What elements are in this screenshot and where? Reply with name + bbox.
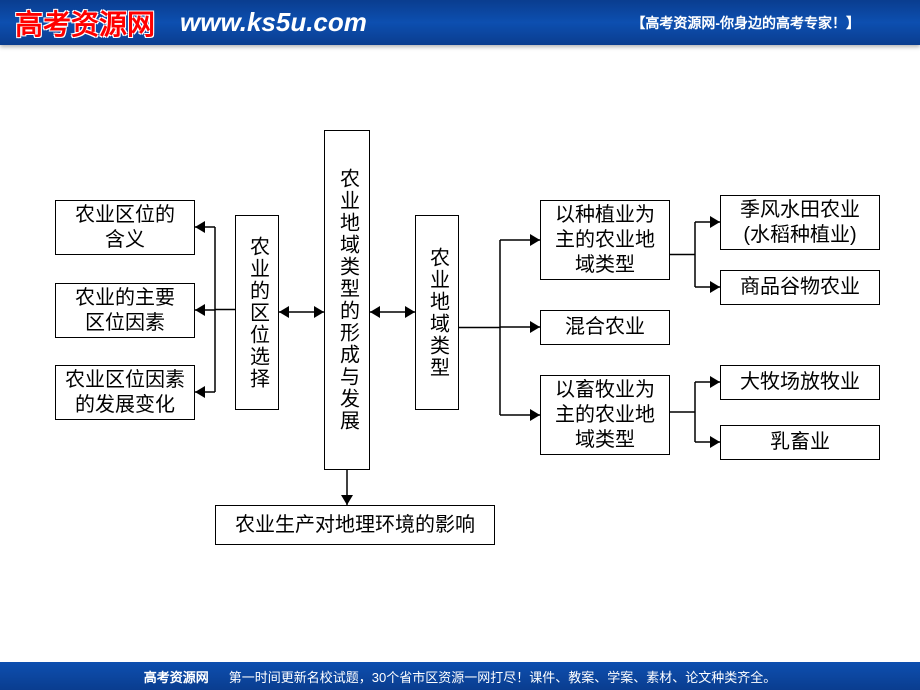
node-rr2: 商品谷物农业 <box>720 270 880 305</box>
node-l2: 农业的主要区位因素 <box>55 283 195 338</box>
node-center: 农业地域类型的形成与发展 <box>324 130 370 470</box>
footer-bar: 高考资源网 第一时间更新名校试题，30个省市区资源一网打尽！课件、教案、学案、素… <box>0 662 920 690</box>
header-bar: 高考资源网 www.ks5u.com 【高考资源网-你身边的高考专家！】 <box>0 0 920 45</box>
node-l1: 农业区位的含义 <box>55 200 195 255</box>
footer-desc: 第一时间更新名校试题，30个省市区资源一网打尽！课件、教案、学案、素材、论文种类… <box>229 667 776 686</box>
node-right_hub: 农业地域类型 <box>415 215 459 410</box>
node-r_top: 以种植业为主的农业地域类型 <box>540 200 670 280</box>
node-rr3: 大牧场放牧业 <box>720 365 880 400</box>
node-r_bot: 以畜牧业为主的农业地域类型 <box>540 375 670 455</box>
node-bottom: 农业生产对地理环境的影响 <box>215 505 495 545</box>
node-l3: 农业区位因素的发展变化 <box>55 365 195 420</box>
node-rr4: 乳畜业 <box>720 425 880 460</box>
diagram-canvas: 农业地域类型的形成与发展 农业的区位选择农业区位的含义农业的主要区位因素农业区位因… <box>0 45 920 662</box>
node-left_hub: 农业的区位选择 <box>235 215 279 410</box>
footer-title: 高考资源网 <box>144 667 209 686</box>
connector-lines <box>0 45 920 662</box>
site-url: www.ks5u.com <box>180 7 367 38</box>
site-logo: 高考资源网 <box>15 3 155 43</box>
node-rr1: 季风水田农业(水稻种植业) <box>720 195 880 250</box>
site-tagline: 【高考资源网-你身边的高考专家！】 <box>631 13 860 33</box>
node-r_mid: 混合农业 <box>540 310 670 345</box>
